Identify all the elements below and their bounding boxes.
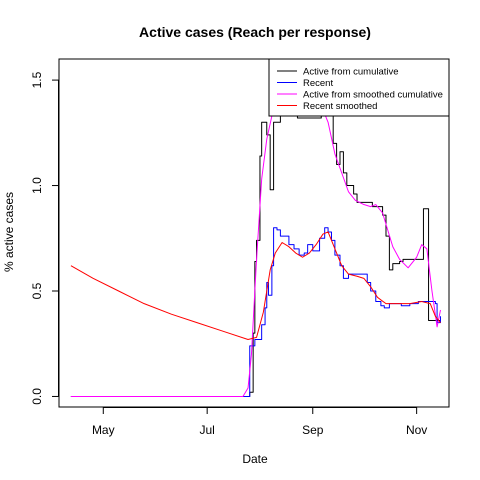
x-axis-label: Date (242, 452, 268, 466)
series-line-recent (70, 227, 441, 397)
legend-label: Active from cumulative (303, 67, 399, 78)
legend-label: Active from smoothed cumulative (303, 90, 443, 101)
y-tick-label: 0.0 (30, 388, 44, 405)
y-tick-label: 1.0 (30, 177, 44, 194)
y-tick-label: 0.5 (30, 282, 44, 299)
x-tick-label: Jul (199, 423, 214, 437)
legend-label: Recent (303, 78, 333, 89)
series-line-active-from-cumulative (70, 75, 441, 397)
x-tick-label: May (92, 423, 115, 437)
series-line-active-from-smoothed-cumulative (70, 81, 441, 397)
x-tick-label: Sep (302, 423, 324, 437)
y-axis-label: % active cases (2, 192, 16, 272)
chart-title: Active cases (Reach per response) (139, 24, 371, 40)
y-axis: 0.0 0.5 1.0 1.5 (30, 71, 59, 405)
legend-box (268, 58, 450, 117)
y-tick-label: 1.5 (30, 71, 44, 88)
x-axis: May Jul Sep Nov (92, 407, 427, 437)
legend-label: Recent smoothed (303, 101, 377, 112)
x-tick-label: Nov (406, 423, 427, 437)
series-layer (70, 75, 441, 397)
series-line-recent-smoothed (70, 231, 441, 341)
